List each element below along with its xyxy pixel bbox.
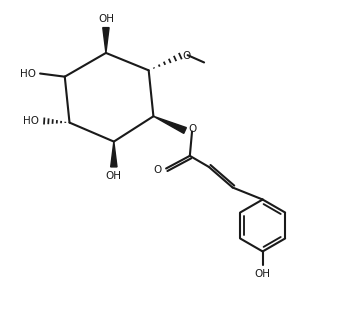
Polygon shape <box>153 116 187 133</box>
Text: O: O <box>182 51 190 61</box>
Text: OH: OH <box>98 14 114 24</box>
Text: OH: OH <box>255 269 271 279</box>
Text: HO: HO <box>20 68 36 79</box>
Text: OH: OH <box>106 171 122 181</box>
Polygon shape <box>103 28 109 53</box>
Text: O: O <box>153 165 162 175</box>
Text: O: O <box>188 124 197 134</box>
Text: HO: HO <box>23 116 39 126</box>
Polygon shape <box>111 142 117 167</box>
